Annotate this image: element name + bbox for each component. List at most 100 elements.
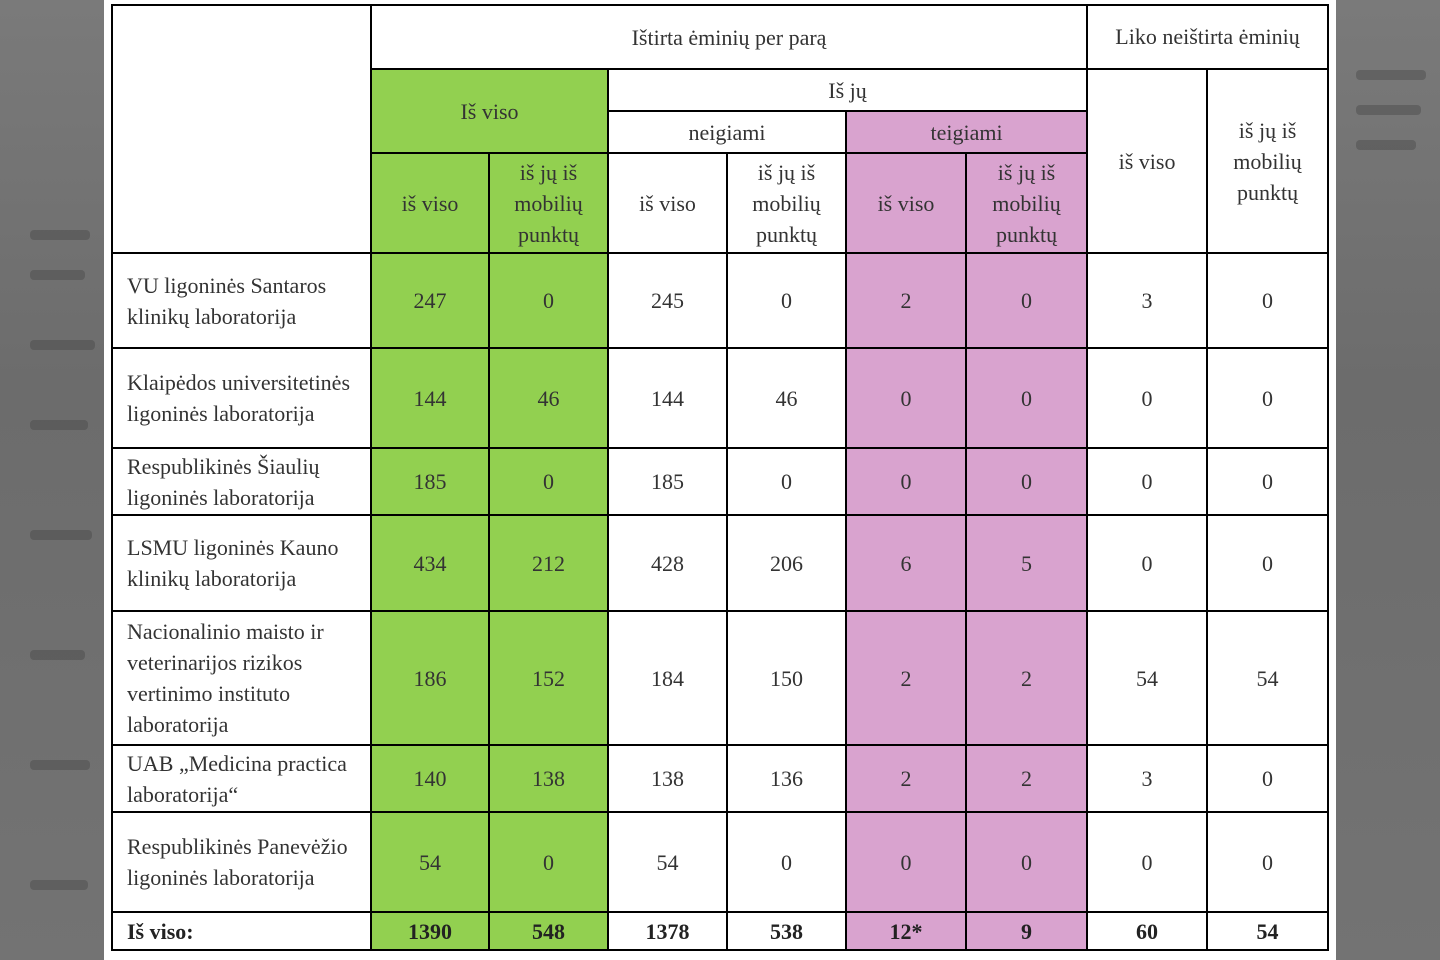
lab-name: VU ligoninės Santaros klinikų laboratori… [111, 252, 372, 349]
table-row: Respublikinės Šiaulių ligoninės laborato… [111, 447, 1330, 516]
value-cell: 144 [607, 347, 728, 449]
total-value-cell: 12* [845, 911, 967, 951]
lab-name: Nacionalinio maisto ir veterinarijos riz… [111, 610, 372, 746]
value-cell: 0 [726, 447, 847, 516]
tested-per-day-header: Ištirta ėminių per parą [369, 4, 1089, 70]
table-row: VU ligoninės Santaros klinikų laboratori… [111, 252, 1330, 349]
value-cell: 0 [845, 347, 967, 449]
header-row-3: neigiami teigiami [112, 110, 1328, 154]
value-cell: 144 [370, 347, 490, 449]
value-cell: 0 [488, 447, 609, 516]
table-row: Nacionalinio maisto ir veterinarijos riz… [111, 610, 1330, 746]
value-cell: 0 [1086, 811, 1209, 913]
value-cell: 136 [726, 744, 847, 813]
table-row: LSMU ligoninės Kauno klinikų laboratorij… [111, 514, 1330, 612]
negative-sub-header: iš viso [607, 152, 728, 254]
total-value-cell: 548 [488, 911, 609, 951]
negative-mobile-sub-header: iš jų iš mobilių punktų [726, 152, 847, 254]
negative-header: neigiami [607, 110, 847, 154]
table-row: Respublikinės Panevėžio ligoninės labora… [111, 811, 1330, 913]
value-cell: 138 [607, 744, 728, 813]
value-cell: 0 [1206, 347, 1330, 449]
value-cell: 0 [1206, 447, 1330, 516]
blurred-text [1356, 70, 1426, 80]
table-row: UAB „Medicina practica laboratorija“ 140… [111, 744, 1330, 813]
total-value-cell: 1378 [607, 911, 728, 951]
remaining-mobile-header: iš jų iš mobilių punktų [1206, 68, 1330, 254]
header-row-2: Iš viso Iš jų iš viso iš jų iš mobilių p… [112, 68, 1330, 254]
value-cell: 5 [964, 514, 1089, 612]
value-cell: 46 [488, 347, 609, 449]
value-cell: 138 [488, 744, 609, 813]
blurred-text [30, 760, 90, 770]
value-cell: 2 [964, 610, 1089, 746]
positive-sub-header: iš viso [845, 152, 967, 254]
value-cell: 184 [607, 610, 728, 746]
blurred-text [30, 650, 85, 660]
value-cell: 0 [726, 252, 847, 349]
background-right [1336, 0, 1440, 960]
value-cell: 0 [1086, 447, 1209, 516]
blurred-text [30, 230, 90, 240]
value-cell: 152 [488, 610, 609, 746]
value-cell: 150 [726, 610, 847, 746]
header-row-1: Ištirta ėminių per parą Liko neištirta ė… [111, 4, 1330, 254]
lab-tests-table: Ištirta ėminių per parą Liko neištirta ė… [111, 4, 1330, 951]
background-left [0, 0, 104, 960]
of-them-header: Iš jų [606, 68, 1089, 112]
remaining-untested-header: Liko neištirta ėminių [1086, 4, 1330, 70]
total-mobile-sub-header: iš jų iš mobilių punktų [488, 152, 609, 254]
value-cell: 3 [1086, 744, 1209, 813]
value-cell: 54 [1206, 610, 1330, 746]
total-value-cell: 9 [964, 911, 1089, 951]
value-cell: 428 [607, 514, 728, 612]
remaining-total-header: iš viso [1086, 68, 1209, 254]
lab-name: UAB „Medicina practica laboratorija“ [111, 744, 372, 813]
value-cell: 0 [1206, 252, 1330, 349]
total-value-cell: 538 [726, 911, 847, 951]
value-cell: 185 [370, 447, 490, 516]
blurred-text [30, 530, 92, 540]
value-cell: 2 [964, 744, 1089, 813]
blurred-text [30, 420, 88, 430]
lab-name: LSMU ligoninės Kauno klinikų laboratorij… [111, 514, 372, 612]
table-row: Klaipėdos universitetinės ligoninės labo… [111, 347, 1330, 449]
positive-header: teigiami [844, 110, 1089, 154]
blurred-text [30, 880, 88, 890]
value-cell: 186 [370, 610, 490, 746]
value-cell: 0 [726, 811, 847, 913]
value-cell: 2 [845, 252, 967, 349]
value-cell: 0 [845, 811, 967, 913]
value-cell: 0 [964, 252, 1089, 349]
value-cell: 2 [845, 744, 967, 813]
totals-row: Iš viso: 1390 548 1378 538 12* 9 60 54 [111, 911, 1330, 951]
value-cell: 54 [1086, 610, 1209, 746]
value-cell: 0 [964, 447, 1089, 516]
lab-name: Klaipėdos universitetinės ligoninės labo… [111, 347, 372, 449]
value-cell: 185 [607, 447, 728, 516]
value-cell: 6 [845, 514, 967, 612]
value-cell: 0 [964, 811, 1089, 913]
value-cell: 54 [607, 811, 728, 913]
value-cell: 0 [488, 811, 609, 913]
in-total-header: Iš viso [370, 68, 609, 154]
value-cell: 0 [488, 252, 609, 349]
total-sub-header: iš viso [370, 152, 490, 254]
corner-cell [111, 4, 372, 254]
total-value-cell: 54 [1206, 911, 1330, 951]
value-cell: 0 [1086, 347, 1209, 449]
value-cell: 54 [370, 811, 490, 913]
total-value-cell: 1390 [370, 911, 490, 951]
value-cell: 0 [1206, 744, 1330, 813]
blurred-text [1356, 105, 1421, 115]
value-cell: 46 [726, 347, 847, 449]
value-cell: 247 [370, 252, 490, 349]
blurred-text [1356, 140, 1416, 150]
value-cell: 206 [726, 514, 847, 612]
value-cell: 0 [1086, 514, 1209, 612]
value-cell: 140 [370, 744, 490, 813]
value-cell: 0 [1206, 811, 1330, 913]
positive-mobile-sub-header: iš jų iš mobilių punktų [964, 152, 1089, 254]
totals-label: Iš viso: [111, 911, 372, 951]
value-cell: 2 [845, 610, 967, 746]
